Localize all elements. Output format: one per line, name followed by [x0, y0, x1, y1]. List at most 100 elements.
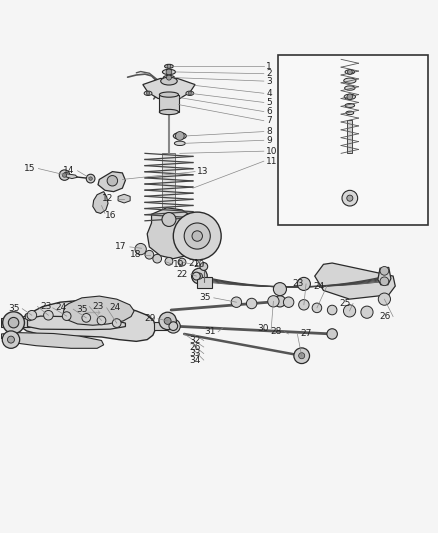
Circle shape	[82, 313, 91, 322]
Text: 16: 16	[105, 211, 117, 220]
Circle shape	[62, 173, 67, 177]
Circle shape	[231, 297, 242, 308]
Text: 12: 12	[102, 194, 114, 203]
Text: 23: 23	[92, 302, 103, 311]
Text: 5: 5	[266, 98, 272, 107]
Text: 31: 31	[204, 327, 215, 336]
Polygon shape	[378, 268, 391, 285]
Polygon shape	[63, 296, 134, 325]
Text: 24: 24	[110, 303, 120, 312]
Ellipse shape	[159, 109, 179, 115]
Circle shape	[299, 300, 309, 310]
Text: 27: 27	[300, 329, 311, 338]
Text: 21: 21	[188, 259, 199, 268]
Circle shape	[327, 305, 337, 315]
Circle shape	[59, 170, 70, 180]
Circle shape	[188, 92, 191, 95]
Text: 13: 13	[197, 167, 209, 176]
Circle shape	[361, 306, 373, 318]
Text: 10: 10	[266, 147, 278, 156]
Circle shape	[146, 92, 150, 95]
Polygon shape	[93, 192, 108, 213]
Text: 25: 25	[339, 299, 350, 308]
Circle shape	[27, 310, 37, 320]
Text: 35: 35	[8, 304, 20, 313]
Circle shape	[166, 69, 172, 75]
Circle shape	[113, 319, 121, 327]
Ellipse shape	[344, 94, 356, 99]
Circle shape	[169, 322, 178, 330]
Text: 14: 14	[63, 166, 74, 175]
Circle shape	[135, 244, 146, 255]
Text: 19: 19	[173, 260, 185, 269]
Circle shape	[380, 266, 389, 275]
Text: 32: 32	[190, 336, 201, 345]
Circle shape	[247, 298, 257, 309]
Text: 1: 1	[266, 62, 272, 71]
Circle shape	[273, 282, 286, 296]
Circle shape	[299, 353, 305, 359]
Bar	[1, 318, 30, 327]
Circle shape	[162, 213, 176, 227]
Circle shape	[378, 293, 391, 305]
Circle shape	[283, 297, 294, 308]
Polygon shape	[28, 316, 125, 329]
Text: 2: 2	[266, 69, 272, 78]
Circle shape	[196, 273, 202, 279]
Polygon shape	[66, 174, 78, 179]
Circle shape	[380, 277, 389, 286]
Circle shape	[176, 132, 184, 140]
Ellipse shape	[161, 77, 177, 85]
Circle shape	[8, 318, 19, 328]
Text: 8: 8	[266, 127, 272, 136]
Circle shape	[343, 305, 356, 317]
Circle shape	[184, 223, 210, 249]
Circle shape	[44, 310, 53, 320]
Circle shape	[347, 70, 352, 74]
Text: 33: 33	[190, 349, 201, 358]
Text: 35: 35	[76, 305, 87, 313]
Text: ⟿: ⟿	[85, 309, 101, 319]
Bar	[278, 55, 428, 225]
Ellipse shape	[173, 133, 186, 139]
Text: 9: 9	[266, 136, 272, 145]
Bar	[162, 154, 176, 216]
Circle shape	[62, 312, 71, 320]
Circle shape	[347, 195, 353, 201]
Circle shape	[191, 268, 207, 284]
Ellipse shape	[165, 64, 173, 68]
Text: 20: 20	[194, 260, 205, 269]
Text: 34: 34	[190, 356, 201, 365]
Circle shape	[166, 75, 171, 80]
Circle shape	[145, 251, 154, 259]
Bar	[347, 120, 353, 154]
Circle shape	[268, 296, 279, 307]
Ellipse shape	[174, 141, 185, 146]
Circle shape	[166, 319, 180, 333]
Circle shape	[165, 257, 173, 265]
Circle shape	[294, 348, 310, 364]
Ellipse shape	[345, 70, 355, 74]
Text: 24: 24	[313, 281, 324, 290]
Polygon shape	[1, 333, 104, 349]
Text: 11: 11	[266, 157, 278, 166]
Ellipse shape	[345, 103, 355, 108]
Ellipse shape	[186, 91, 194, 95]
Bar	[154, 322, 173, 330]
Circle shape	[2, 331, 20, 349]
Text: 29: 29	[144, 314, 155, 323]
Text: 26: 26	[190, 343, 201, 352]
Ellipse shape	[162, 69, 176, 75]
Text: 35: 35	[200, 293, 211, 302]
Ellipse shape	[163, 76, 175, 80]
Bar	[197, 277, 212, 288]
Text: 17: 17	[115, 243, 127, 252]
Circle shape	[312, 303, 322, 313]
Text: 22: 22	[177, 270, 187, 279]
Text: 28: 28	[270, 327, 282, 336]
Circle shape	[347, 94, 353, 100]
Text: 15: 15	[24, 164, 35, 173]
Circle shape	[153, 254, 162, 263]
Text: 7: 7	[266, 116, 272, 125]
Circle shape	[86, 174, 95, 183]
